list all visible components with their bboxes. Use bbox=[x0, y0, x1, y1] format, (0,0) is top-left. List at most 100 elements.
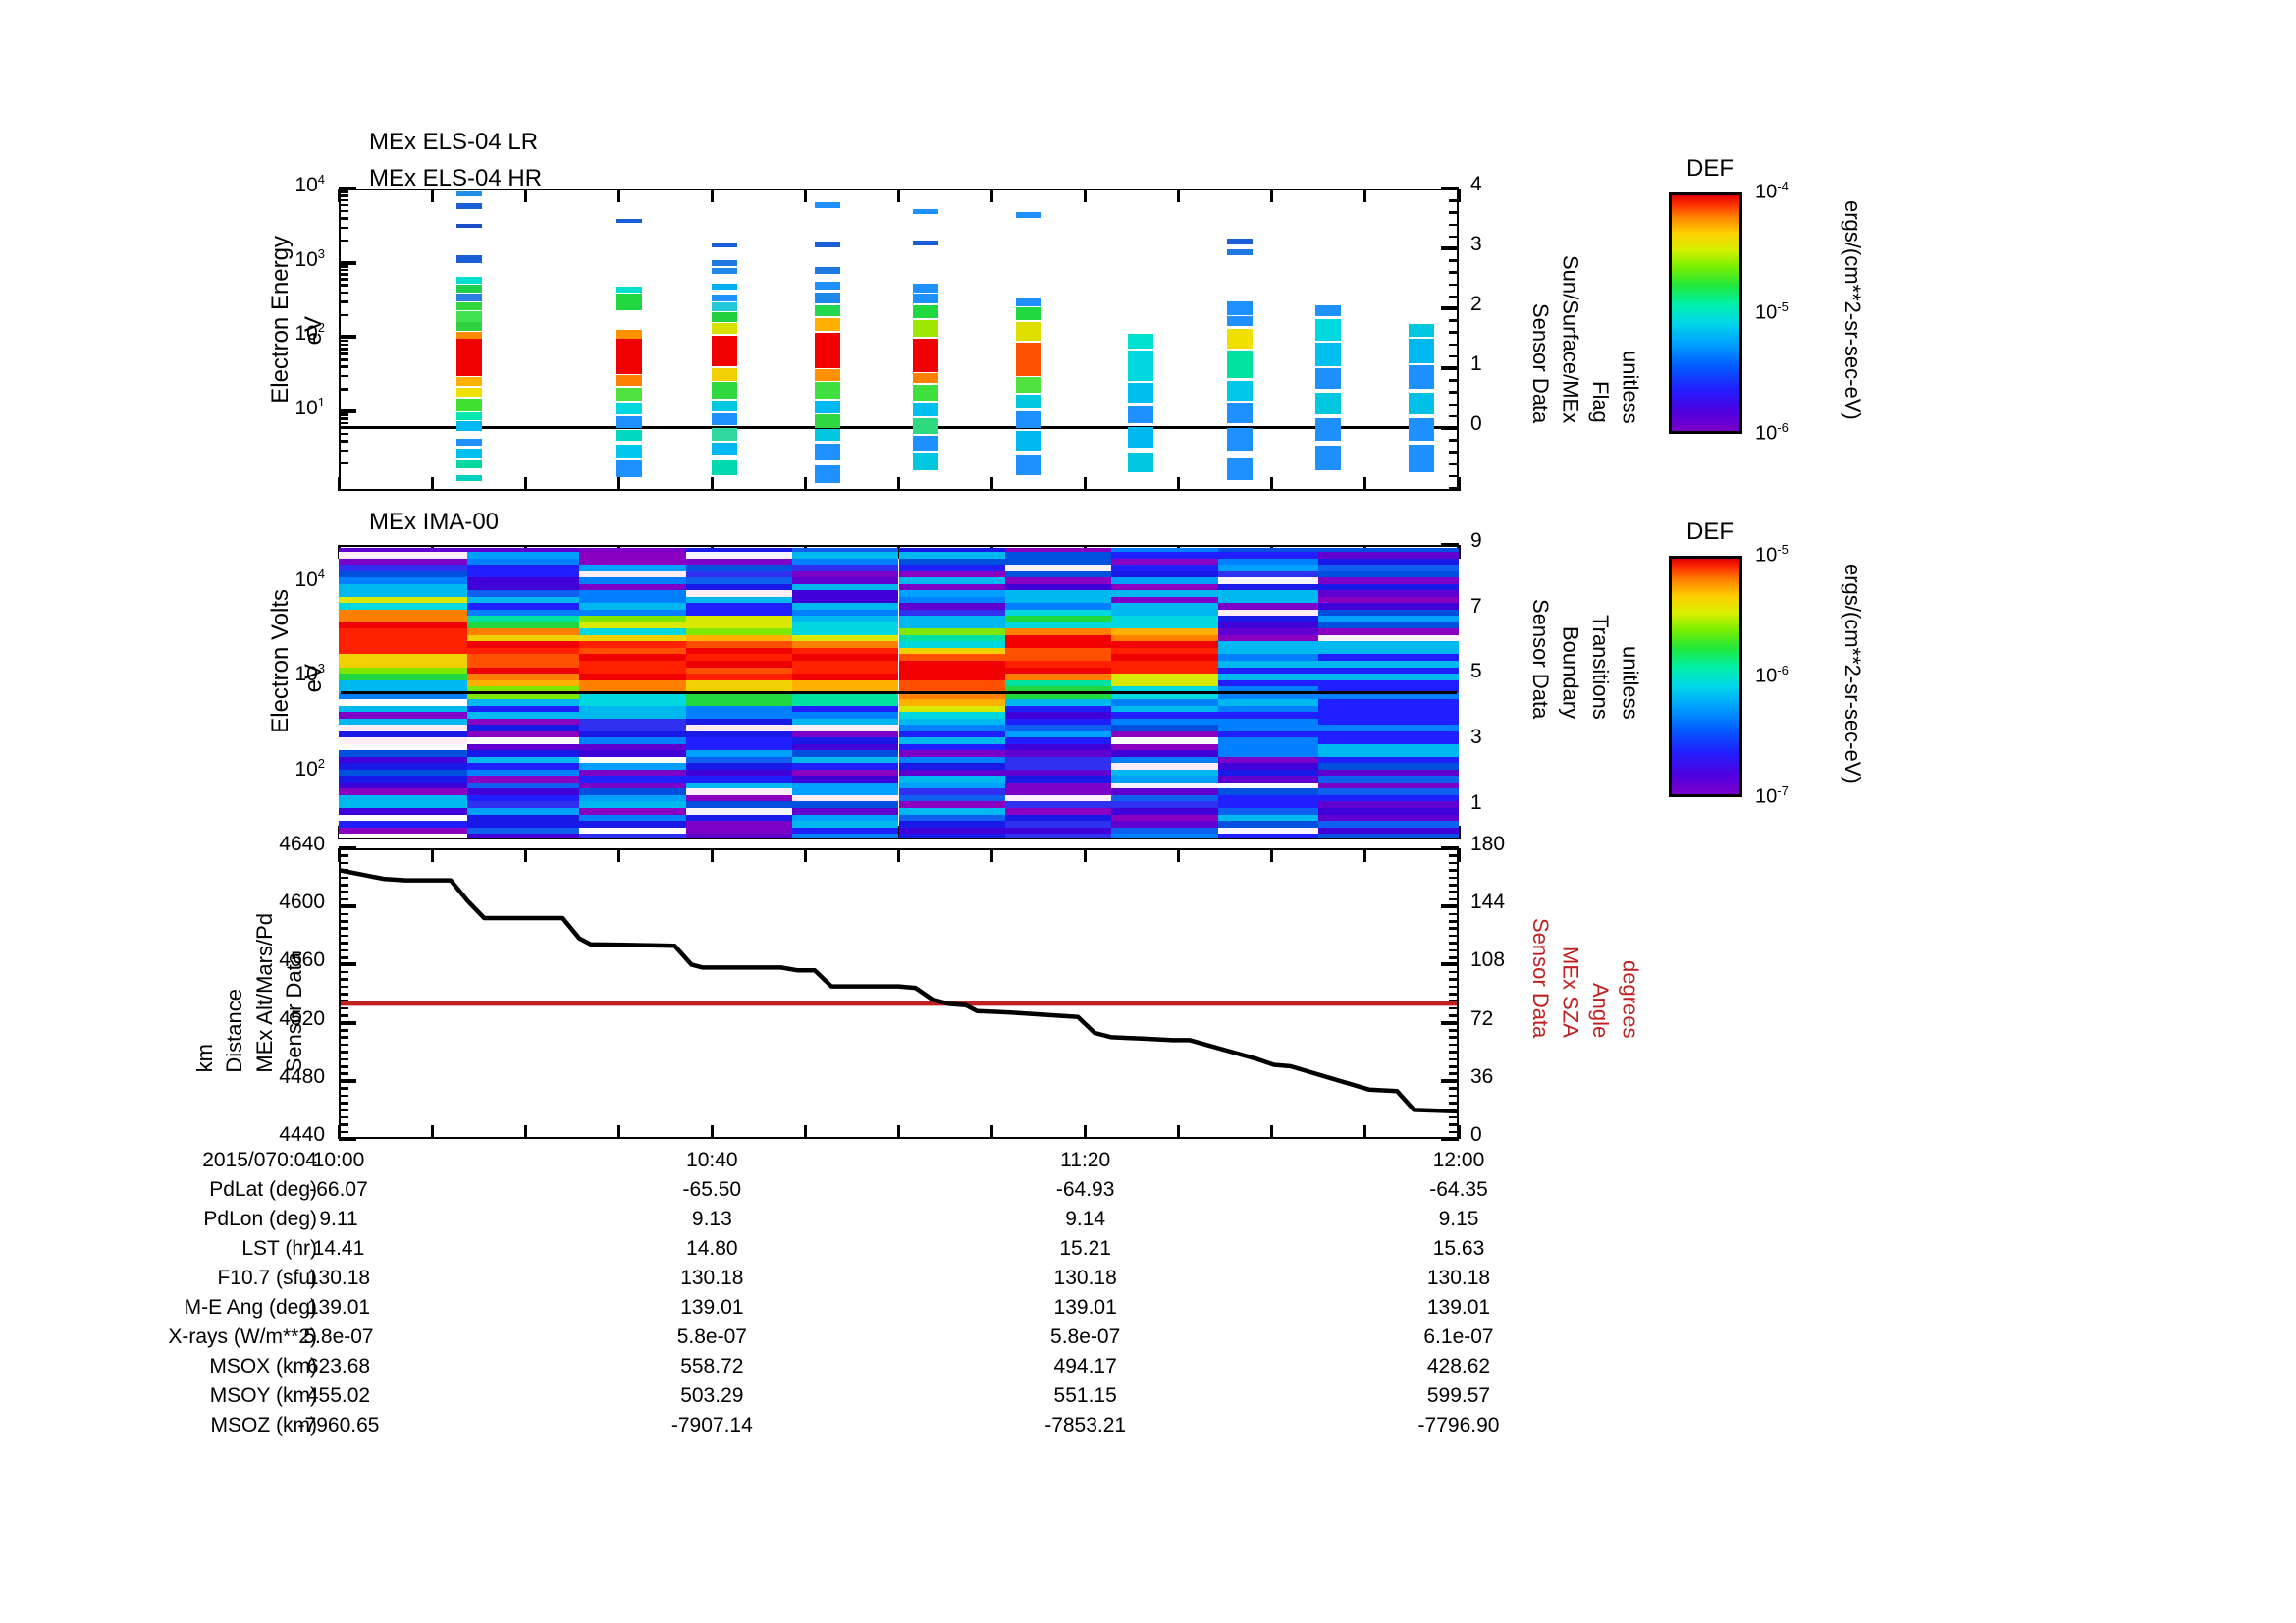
table-cell: 11:20 bbox=[1060, 1149, 1111, 1171]
alt-ytick-minor bbox=[339, 1130, 348, 1134]
ima-heatmap-cell bbox=[685, 609, 793, 617]
ima-heatmap-cell bbox=[1217, 570, 1319, 578]
els-heatmap-band bbox=[1016, 307, 1042, 320]
els-heatmap-band bbox=[913, 319, 939, 338]
table-cell: -64.35 bbox=[1429, 1178, 1488, 1201]
ima-heatmap-cell bbox=[1217, 782, 1319, 789]
colorbar-2-bot-tick: 10-7 bbox=[1755, 784, 1789, 808]
ima-heatmap-cell bbox=[792, 698, 899, 706]
els-heatmap-band bbox=[1226, 249, 1253, 256]
table-cell: -7907.14 bbox=[670, 1414, 753, 1436]
alt-ytick-minor bbox=[339, 985, 348, 989]
alt-right-tick-minor bbox=[1449, 1006, 1459, 1010]
els-heatmap-band bbox=[814, 369, 840, 381]
alt-ytick-minor bbox=[339, 1057, 348, 1061]
ima-heatmap-cell bbox=[1004, 564, 1112, 571]
x-tick-bottom bbox=[1177, 1125, 1181, 1139]
alt-ytick-minor bbox=[339, 1006, 348, 1010]
ima-heatmap-cell bbox=[467, 711, 580, 719]
ima-heatmap-cell bbox=[898, 711, 1005, 719]
els-heatmap-band bbox=[711, 259, 737, 267]
alt-right-tick-label: 0 bbox=[1470, 1123, 1482, 1146]
ima-heatmap-cell bbox=[898, 820, 1005, 828]
ima-heatmap-cell bbox=[1318, 647, 1459, 655]
alt-ytick-minor bbox=[339, 1021, 348, 1025]
table-cell: 5.8e-07 bbox=[1050, 1325, 1121, 1348]
ima-heatmap-cell bbox=[1004, 685, 1112, 693]
ima-heatmap-cell bbox=[1111, 653, 1218, 661]
els-heatmap-band bbox=[711, 381, 737, 399]
ima-boundary-line bbox=[341, 690, 1457, 694]
ima-heatmap-cell bbox=[467, 640, 580, 648]
els-heatmap-band bbox=[711, 442, 737, 456]
els-heatmap-band bbox=[615, 430, 642, 442]
ima-heatmap-cell bbox=[1111, 678, 1218, 687]
ima-heatmap-cell bbox=[685, 800, 793, 808]
alt-ytick-minor bbox=[339, 1072, 348, 1075]
els-heatmap-band bbox=[711, 412, 737, 426]
els-heatmap-band bbox=[711, 242, 737, 248]
ima-heatmap-cell bbox=[339, 813, 468, 822]
alt-right-tick-minor bbox=[1449, 1087, 1459, 1090]
els-right-tick-minor bbox=[1449, 211, 1459, 214]
ima-heatmap-cell bbox=[1318, 609, 1459, 617]
els-heatmap-band bbox=[711, 295, 737, 302]
alt-ytick-minor bbox=[339, 1029, 348, 1032]
alt-ytick-minor bbox=[339, 1036, 348, 1039]
ima-heatmap-cell bbox=[1318, 718, 1459, 726]
els-ytick-minor bbox=[339, 365, 348, 368]
ima-heatmap-cell bbox=[685, 705, 793, 713]
table-row-label: LST (hr) bbox=[241, 1237, 317, 1260]
ima-heatmap-cell bbox=[1217, 583, 1319, 591]
ima-heatmap-cell bbox=[579, 627, 686, 635]
ima-heatmap-cell bbox=[1318, 762, 1459, 770]
ima-heatmap-cell bbox=[792, 678, 899, 687]
ima-heatmap-cell bbox=[1004, 711, 1112, 719]
els-heatmap-band bbox=[814, 202, 840, 208]
ima-heatmap-cell bbox=[1318, 775, 1459, 783]
ima-heatmap-cell bbox=[1217, 589, 1319, 597]
ima-heatmap-cell bbox=[467, 627, 580, 635]
ima-heatmap-cell bbox=[792, 813, 899, 822]
ima-right-label: Sensor Data Boundary Transitions unitles… bbox=[1527, 599, 1642, 724]
ima-heatmap-cell bbox=[792, 685, 899, 693]
ima-heatmap-cell bbox=[1004, 660, 1112, 668]
ima-heatmap-cell bbox=[898, 576, 1005, 584]
ima-heatmap-cell bbox=[898, 698, 1005, 706]
els-heatmap-band bbox=[913, 284, 939, 293]
ima-ytick-label: 104 bbox=[294, 566, 325, 591]
ima-heatmap-cell bbox=[339, 551, 468, 559]
ima-heatmap-cell bbox=[1318, 724, 1459, 731]
ima-heatmap-cell bbox=[898, 782, 1005, 789]
ima-heatmap-cell bbox=[467, 647, 580, 655]
els-right-tick-minor bbox=[1449, 354, 1459, 358]
ima-heatmap-cell bbox=[898, 678, 1005, 687]
ima-heatmap-cell bbox=[339, 782, 468, 789]
ima-heatmap-cell bbox=[467, 705, 580, 713]
ima-heatmap-cell bbox=[1217, 833, 1319, 838]
ima-heatmap-cell bbox=[1217, 730, 1319, 738]
ima-heatmap-cell bbox=[579, 673, 686, 680]
ima-heatmap-cell bbox=[792, 769, 899, 777]
ima-heatmap-cell bbox=[1111, 673, 1218, 680]
x-tick-top bbox=[803, 848, 807, 862]
ima-heatmap-cell bbox=[1318, 833, 1459, 838]
table-row-label: MSOX (km) bbox=[209, 1355, 317, 1378]
alt-ytick-minor bbox=[339, 963, 348, 966]
els-heatmap-band bbox=[615, 460, 642, 478]
ima-heatmap-cell bbox=[898, 807, 1005, 815]
ima-heatmap-cell bbox=[898, 558, 1005, 566]
table-cell: -65.50 bbox=[682, 1178, 742, 1201]
els-heatmap-band bbox=[1314, 446, 1341, 471]
ima-heatmap-cell bbox=[579, 730, 686, 738]
els-heatmap-band bbox=[1314, 318, 1341, 341]
alt-ytick-minor bbox=[339, 861, 348, 865]
ima-heatmap-cell bbox=[792, 705, 899, 713]
els-right-l2: Flag bbox=[1587, 381, 1613, 424]
table-cell: -7853.21 bbox=[1044, 1414, 1127, 1436]
ima-heatmap-cell bbox=[898, 685, 1005, 693]
ima-heatmap-cell bbox=[579, 787, 686, 795]
els-ytick-minor bbox=[339, 352, 348, 355]
ima-heatmap-cell bbox=[579, 807, 686, 815]
